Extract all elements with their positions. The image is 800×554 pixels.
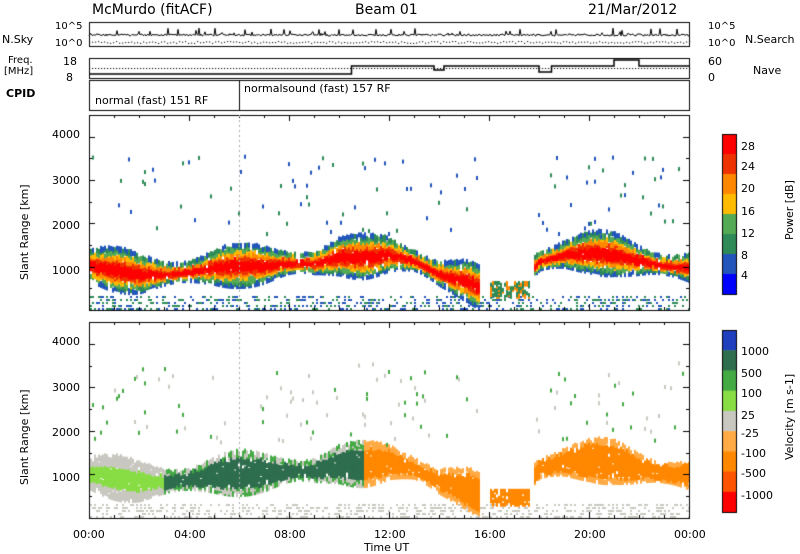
vel-cbar-tick-100: 100 bbox=[741, 387, 762, 400]
power-cbar-tick-20: 20 bbox=[741, 182, 755, 195]
freq-unit-label: [MHz] bbox=[4, 66, 34, 77]
noise-tick-top-left: 10^5 bbox=[55, 21, 83, 32]
xaxis-label: Time UT bbox=[364, 541, 410, 554]
vel-cbar-tick-1000: 1000 bbox=[741, 345, 769, 358]
power-cbar-tick-12: 12 bbox=[741, 227, 755, 240]
velocity-ytick-2000: 2000 bbox=[52, 426, 80, 439]
vel-cbar-tick-m25: -25 bbox=[741, 427, 759, 440]
xtick-0400: 04:00 bbox=[174, 528, 206, 541]
freq-tick-top-left: 18 bbox=[63, 55, 77, 68]
nsearch-label: N.Search bbox=[745, 33, 795, 46]
xtick-0800: 08:00 bbox=[274, 528, 306, 541]
station-title: McMurdo (fitACF) bbox=[92, 2, 213, 18]
xtick-1200: 12:00 bbox=[374, 528, 406, 541]
cpid-label: CPID bbox=[6, 87, 36, 100]
vel-cbar-tick-500: 500 bbox=[741, 367, 762, 380]
nsky-label: N.Sky bbox=[2, 33, 34, 46]
beam-title: Beam 01 bbox=[355, 2, 418, 18]
freq-label: Freq. bbox=[8, 55, 33, 66]
xtick-0000: 00:00 bbox=[73, 528, 105, 541]
xtick-2400: 00:00 bbox=[674, 528, 706, 541]
velocity-ytick-1000: 1000 bbox=[52, 471, 80, 484]
vel-cbar-tick-25: 25 bbox=[741, 409, 755, 422]
noise-tick-top-right: 10^5 bbox=[708, 21, 736, 32]
cpid-segment-1: normal (fast) 151 RF bbox=[95, 94, 209, 107]
power-ytick-2000: 2000 bbox=[52, 219, 80, 232]
power-ytick-3000: 3000 bbox=[52, 174, 80, 187]
freq-tick-bottom-left: 8 bbox=[66, 71, 73, 84]
power-cbar-tick-24: 24 bbox=[741, 160, 755, 173]
vel-cbar-tick-m500: -500 bbox=[741, 467, 766, 480]
nave-tick-bottom-right: 0 bbox=[708, 71, 715, 84]
xtick-2000: 20:00 bbox=[574, 528, 606, 541]
power-ytick-1000: 1000 bbox=[52, 264, 80, 277]
velocity-ytick-3000: 3000 bbox=[52, 381, 80, 394]
vel-cbar-tick-m100: -100 bbox=[741, 447, 766, 460]
power-cbar-tick-16: 16 bbox=[741, 205, 755, 218]
velocity-ytick-4000: 4000 bbox=[52, 335, 80, 348]
cpid-segment-2: normalsound (fast) 157 RF bbox=[244, 82, 391, 95]
noise-tick-bottom-left: 10^0 bbox=[55, 38, 83, 49]
nave-label: Nave bbox=[753, 64, 782, 77]
noise-tick-bottom-right: 10^0 bbox=[708, 38, 736, 49]
date-title: 21/Mar/2012 bbox=[588, 2, 678, 18]
power-cbar-tick-28: 28 bbox=[741, 140, 755, 153]
power-cbar-tick-8: 8 bbox=[741, 249, 748, 262]
xtick-1600: 16:00 bbox=[474, 528, 506, 541]
vel-cbar-tick-m1000: -1000 bbox=[741, 489, 773, 502]
power-cbar-tick-4: 4 bbox=[741, 269, 748, 282]
power-ytick-4000: 4000 bbox=[52, 128, 80, 141]
nave-tick-top-right: 60 bbox=[708, 55, 722, 68]
